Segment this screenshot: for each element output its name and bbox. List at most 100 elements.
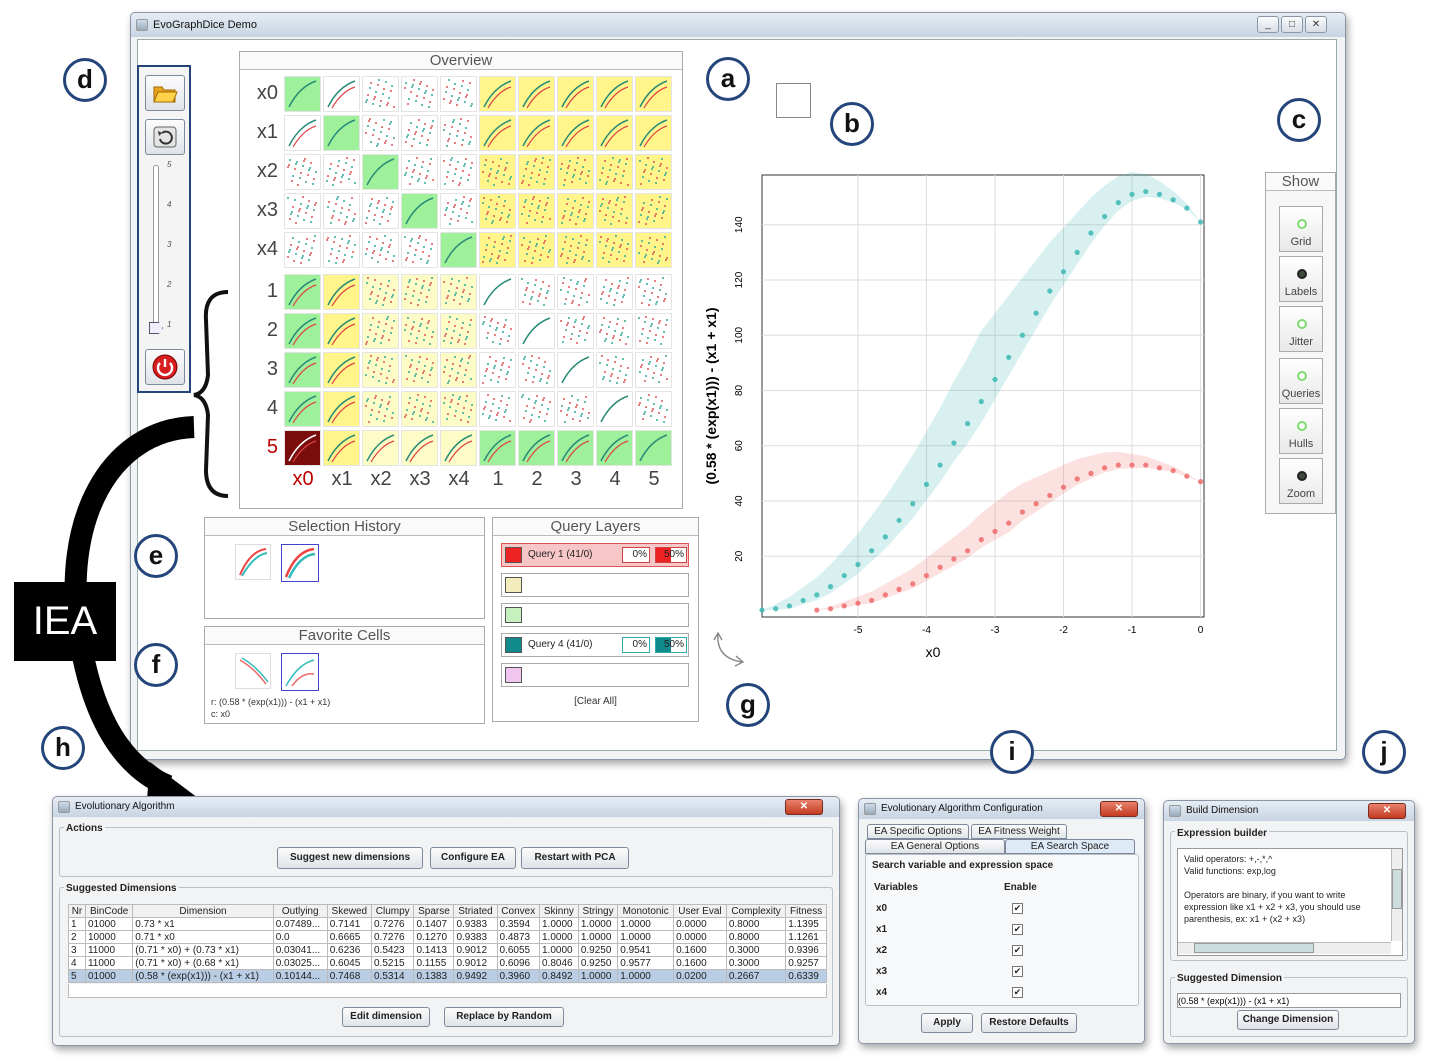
- overview-cell[interactable]: [635, 193, 672, 229]
- clear-all-link[interactable]: [Clear All]: [574, 696, 617, 707]
- tab-ea-general[interactable]: EA General Options: [865, 839, 1005, 854]
- query-color-swatch[interactable]: [505, 577, 522, 593]
- column-header[interactable]: Skewed: [326, 904, 372, 918]
- overview-cell[interactable]: [518, 430, 555, 466]
- query-layer-row[interactable]: [501, 663, 689, 687]
- overview-cell[interactable]: [596, 430, 633, 466]
- show-toggle-queries[interactable]: Queries: [1279, 358, 1323, 404]
- overview-cell[interactable]: [362, 115, 399, 151]
- overview-cell[interactable]: [362, 313, 399, 349]
- overview-cell[interactable]: [323, 391, 360, 427]
- overview-cell[interactable]: [479, 76, 516, 112]
- overview-cell[interactable]: [518, 154, 555, 190]
- query-layer-row[interactable]: [501, 573, 689, 597]
- overview-cell[interactable]: [635, 352, 672, 388]
- variable-enable-checkbox[interactable]: ✔: [1012, 945, 1023, 956]
- overview-cell[interactable]: [362, 274, 399, 310]
- suggested-table[interactable]: Nr BinCode Dimension Outlying Skewed Clumpy Sp…: [68, 904, 827, 983]
- show-toggle-hulls[interactable]: Hulls: [1279, 408, 1323, 454]
- overview-cell[interactable]: [596, 274, 633, 310]
- overview-cell[interactable]: [440, 352, 477, 388]
- overview-cell[interactable]: [401, 76, 438, 112]
- overview-cell[interactable]: [323, 232, 360, 268]
- overview-cell[interactable]: [479, 154, 516, 190]
- config-titlebar[interactable]: Evolutionary Algorithm Configuration ✕: [859, 799, 1144, 819]
- table-row[interactable]: 1 01000 0.73 * x1 0.07489... 0.7141 0.7276 0.1…: [68, 917, 827, 931]
- overview-cell[interactable]: [323, 115, 360, 151]
- overview-cell[interactable]: [518, 115, 555, 151]
- query-color-swatch[interactable]: [505, 607, 522, 623]
- overview-cell[interactable]: [323, 313, 360, 349]
- query-color-swatch[interactable]: [505, 547, 522, 563]
- overview-cell[interactable]: [518, 232, 555, 268]
- overview-cell[interactable]: [518, 193, 555, 229]
- table-row[interactable]: 3 11000 (0.71 * x0) + (0.73 * x1) 0.03041..…: [68, 943, 827, 957]
- overview-cell[interactable]: [440, 313, 477, 349]
- config-close-button[interactable]: ✕: [1100, 801, 1138, 817]
- column-header[interactable]: Outlying: [272, 904, 328, 918]
- overview-cell[interactable]: [284, 76, 321, 112]
- favorite-thumb-selected[interactable]: [281, 653, 319, 691]
- overview-cell[interactable]: [518, 352, 555, 388]
- overview-cell[interactable]: [518, 274, 555, 310]
- overview-cell[interactable]: [362, 76, 399, 112]
- change-dimension-button[interactable]: Change Dimension: [1237, 1010, 1339, 1030]
- column-header[interactable]: Convex: [496, 904, 540, 918]
- overview-cell[interactable]: [284, 274, 321, 310]
- favorite-thumb[interactable]: [235, 653, 271, 689]
- overview-cell[interactable]: [479, 274, 516, 310]
- overview-cell[interactable]: [284, 430, 321, 466]
- build-titlebar[interactable]: Build Dimension ✕: [1164, 801, 1414, 821]
- overview-cell[interactable]: [284, 154, 321, 190]
- column-header[interactable]: Monotonic: [617, 904, 675, 918]
- query-layer-row[interactable]: Query 4 (41/0) 0% 50%: [501, 633, 689, 657]
- build-close-button[interactable]: ✕: [1368, 803, 1406, 819]
- overview-cell[interactable]: [362, 430, 399, 466]
- overview-cell[interactable]: [284, 352, 321, 388]
- edit-dimension-button[interactable]: Edit dimension: [342, 1007, 430, 1027]
- tab-ea-search-space[interactable]: EA Search Space: [1005, 839, 1135, 854]
- ea-titlebar[interactable]: Evolutionary Algorithm ✕: [53, 797, 839, 817]
- overview-cell[interactable]: [557, 154, 594, 190]
- overview-cell[interactable]: [284, 193, 321, 229]
- vertical-scrollbar[interactable]: [1391, 849, 1402, 941]
- maximize-button[interactable]: □: [1281, 16, 1303, 33]
- overview-cell[interactable]: [518, 313, 555, 349]
- configure-ea-button[interactable]: Configure EA: [430, 847, 516, 869]
- column-header[interactable]: User Eval: [673, 904, 727, 918]
- column-header[interactable]: Nr: [68, 904, 86, 918]
- overview-cell[interactable]: [362, 352, 399, 388]
- overview-cell[interactable]: [479, 391, 516, 427]
- replace-random-button[interactable]: Replace by Random: [444, 1007, 564, 1027]
- expression-textarea[interactable]: Valid operators: +,-,*,^ Valid functions:…: [1177, 848, 1403, 956]
- overview-cell[interactable]: [596, 193, 633, 229]
- overview-cell[interactable]: [518, 391, 555, 427]
- overview-cell[interactable]: [596, 232, 633, 268]
- overview-cell[interactable]: [557, 115, 594, 151]
- stop-button[interactable]: [145, 349, 185, 385]
- overview-cell[interactable]: [401, 352, 438, 388]
- table-row[interactable]: 5 01000 (0.58 * (exp(x1))) - (x1 + x1) 0.10…: [68, 969, 827, 983]
- overview-cell[interactable]: [557, 352, 594, 388]
- restore-defaults-button[interactable]: Restore Defaults: [981, 1013, 1077, 1033]
- tab-ea-specific[interactable]: EA Specific Options: [867, 824, 969, 839]
- overview-cell[interactable]: [284, 115, 321, 151]
- scatter-plot[interactable]: -5 -4 -3 -2 -1 0 20 40 60 80 100 120 140 x0 (0.58 * (e…: [700, 160, 1220, 670]
- overview-cell[interactable]: [635, 430, 672, 466]
- overview-cell[interactable]: [635, 274, 672, 310]
- column-header[interactable]: Stringy: [577, 904, 619, 918]
- overview-cell[interactable]: [479, 352, 516, 388]
- overview-cell[interactable]: [323, 430, 360, 466]
- overview-cell[interactable]: [635, 154, 672, 190]
- open-file-button[interactable]: [145, 75, 185, 111]
- main-titlebar[interactable]: EvoGraphDice Demo _ □ ✕: [131, 13, 1345, 37]
- tab-ea-fitness[interactable]: EA Fitness Weight: [971, 824, 1067, 839]
- column-header[interactable]: Dimension: [132, 904, 274, 918]
- overview-cell[interactable]: [323, 76, 360, 112]
- variable-enable-checkbox[interactable]: ✔: [1012, 966, 1023, 977]
- overview-cell[interactable]: [440, 391, 477, 427]
- overview-cell[interactable]: [596, 352, 633, 388]
- column-header[interactable]: BinCode: [84, 904, 134, 918]
- overview-cell[interactable]: [440, 115, 477, 151]
- overview-cell[interactable]: [284, 391, 321, 427]
